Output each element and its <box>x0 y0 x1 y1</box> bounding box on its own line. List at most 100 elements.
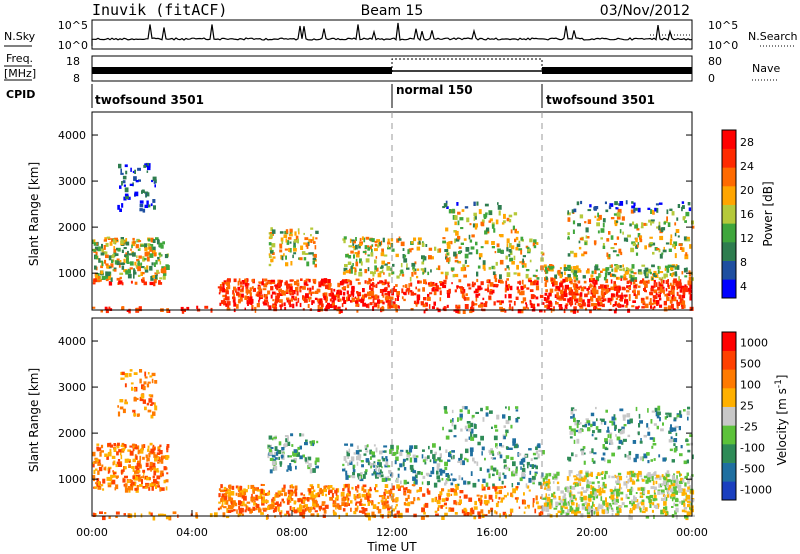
echo-1901 <box>631 473 635 477</box>
echo-2081 <box>656 425 659 430</box>
echo-1767 <box>592 501 594 507</box>
echo-295 <box>124 399 127 402</box>
echo-318 <box>136 413 140 417</box>
beam-title: Beam 15 <box>361 3 424 19</box>
echo-2032 <box>567 237 570 240</box>
echo-852 <box>380 240 383 245</box>
echo-1213 <box>532 295 536 298</box>
echo-154 <box>144 247 148 252</box>
echo-994 <box>413 497 416 502</box>
echo-693 <box>347 492 351 496</box>
echo-1983 <box>570 416 573 419</box>
echo-1840 <box>641 499 645 502</box>
echo-1098 <box>441 477 444 481</box>
echo-1960 <box>649 437 654 440</box>
echo-2195 <box>473 516 477 520</box>
echo-568 <box>237 492 242 498</box>
echo-199 <box>147 238 151 242</box>
echo-737 <box>287 496 291 500</box>
echo-29 <box>163 466 167 471</box>
date-title: 03/Nov/2012 <box>600 3 690 19</box>
echo-1175 <box>483 500 488 505</box>
echo-242 <box>136 470 141 473</box>
echo-738 <box>247 507 251 512</box>
echo-364 <box>250 484 255 489</box>
echo-1050 <box>394 506 397 510</box>
echo-394 <box>230 506 234 510</box>
echo-1106 <box>494 278 498 283</box>
echo-112 <box>127 250 129 255</box>
echo-1580 <box>563 264 567 269</box>
echo-1727 <box>587 505 591 508</box>
echo-354 <box>384 489 387 492</box>
echo-2151 <box>273 306 278 312</box>
echo-318 <box>137 167 141 171</box>
echo-955 <box>495 486 500 489</box>
echo-1181 <box>446 241 450 245</box>
echo-1003 <box>444 466 448 471</box>
echo-195 <box>113 269 117 272</box>
echo-1544 <box>653 486 657 491</box>
echo-2063 <box>649 242 653 247</box>
echo-1170 <box>460 242 464 245</box>
echo-1125 <box>514 471 518 476</box>
echo-732 <box>256 503 260 508</box>
station-title: Inuvik (fitACF) <box>92 1 227 19</box>
echo-592 <box>293 500 297 504</box>
echo-594 <box>270 279 275 283</box>
echo-453 <box>337 282 341 288</box>
echo-1141 <box>448 507 452 510</box>
echo-1813 <box>573 286 577 290</box>
echo-575 <box>284 492 287 497</box>
echo-702 <box>251 279 255 282</box>
echo-1850 <box>650 287 654 292</box>
echo-1655 <box>627 270 630 275</box>
echo-1972 <box>689 244 692 249</box>
echo-1785 <box>620 294 624 300</box>
echo-1778 <box>681 509 686 513</box>
echo-1497 <box>631 264 635 269</box>
echo-754 <box>302 454 305 458</box>
echo-1445 <box>570 303 572 307</box>
echo-1965 <box>571 209 574 214</box>
echo-1513 <box>573 509 577 514</box>
echo-633 <box>297 498 301 503</box>
echo-1516 <box>659 304 663 308</box>
velocity-ylabel: Slant Range [km] <box>27 368 41 472</box>
echo-1403 <box>549 302 553 308</box>
echo-635 <box>331 493 334 498</box>
echo-1722 <box>637 290 640 296</box>
echo-1004 <box>430 449 433 454</box>
echo-253 <box>115 464 118 468</box>
echo-1092 <box>500 500 503 503</box>
echo-252 <box>93 249 96 252</box>
echo-1836 <box>623 273 626 278</box>
echo-1733 <box>644 287 646 293</box>
echo-1897 <box>558 495 561 501</box>
echo-918 <box>353 240 356 244</box>
echo-678 <box>253 497 256 500</box>
echo-755 <box>290 231 293 235</box>
echo-1947 <box>668 248 672 252</box>
echo-1274 <box>514 497 517 500</box>
echo-576 <box>247 303 249 306</box>
echo-956 <box>491 246 495 249</box>
echo-1363 <box>497 205 502 210</box>
echo-1568 <box>649 298 652 303</box>
echo-1382 <box>486 227 490 232</box>
echo-1882 <box>648 301 652 306</box>
echo-1197 <box>529 464 532 467</box>
echo-2061 <box>647 427 650 430</box>
echo-1416 <box>594 507 599 512</box>
echo-1518 <box>546 304 550 310</box>
echo-2049 <box>577 223 581 227</box>
echo-525 <box>381 280 384 283</box>
echo-1559 <box>553 507 558 510</box>
echo-1596 <box>591 294 596 298</box>
echo-99 <box>110 474 114 479</box>
cbar-swatch-8 <box>722 332 736 351</box>
echo-688 <box>281 487 286 493</box>
echo-662 <box>244 278 248 283</box>
echo-1934 <box>653 423 657 426</box>
echo-1551 <box>681 271 684 275</box>
